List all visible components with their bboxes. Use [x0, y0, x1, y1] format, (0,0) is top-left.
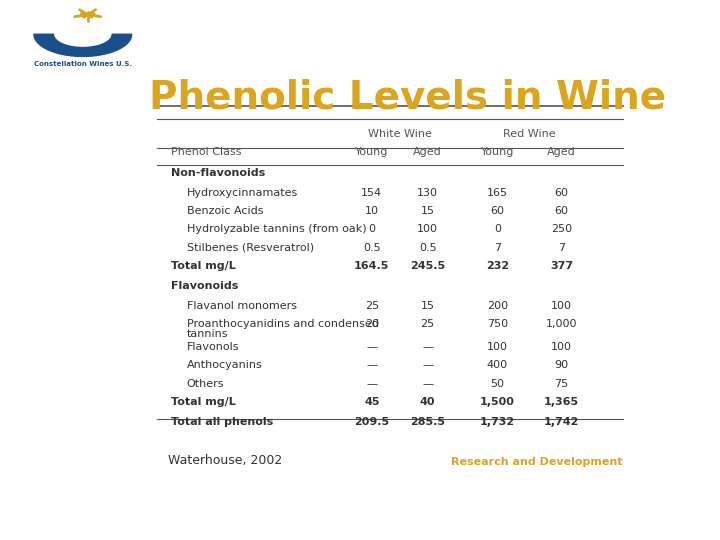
Text: 250: 250 — [551, 225, 572, 234]
Text: Stilbenes (Resveratrol): Stilbenes (Resveratrol) — [186, 243, 314, 253]
Text: Flavonols: Flavonols — [186, 342, 239, 352]
Text: Young: Young — [355, 147, 389, 157]
Text: 90: 90 — [554, 360, 569, 370]
Text: —: — — [366, 360, 377, 370]
Text: 377: 377 — [550, 261, 573, 271]
Text: Total mg/L: Total mg/L — [171, 261, 235, 271]
Text: 0: 0 — [369, 225, 375, 234]
Text: 100: 100 — [551, 342, 572, 352]
Text: 245.5: 245.5 — [410, 261, 445, 271]
Text: 100: 100 — [417, 225, 438, 234]
Text: 60: 60 — [490, 206, 504, 216]
Text: 0.5: 0.5 — [363, 243, 381, 253]
Text: 200: 200 — [487, 301, 508, 311]
Text: Anthocyanins: Anthocyanins — [186, 360, 262, 370]
Text: Phenol Class: Phenol Class — [171, 147, 241, 157]
Text: —: — — [422, 360, 433, 370]
Text: 10: 10 — [365, 206, 379, 216]
Text: —: — — [422, 342, 433, 352]
Polygon shape — [34, 34, 132, 56]
Text: 60: 60 — [554, 206, 569, 216]
Text: 400: 400 — [487, 360, 508, 370]
Text: 7: 7 — [494, 243, 501, 253]
Text: Phenolic Levels in Wine: Phenolic Levels in Wine — [150, 78, 667, 116]
Text: 1,365: 1,365 — [544, 397, 579, 407]
Text: 100: 100 — [551, 301, 572, 311]
Text: Waterhouse, 2002: Waterhouse, 2002 — [168, 454, 282, 467]
Text: Aged: Aged — [413, 147, 442, 157]
Text: 209.5: 209.5 — [354, 417, 390, 427]
Text: Total all phenols: Total all phenols — [171, 417, 273, 427]
Text: 232: 232 — [486, 261, 509, 271]
Text: 100: 100 — [487, 342, 508, 352]
Text: —: — — [366, 342, 377, 352]
Text: —: — — [422, 379, 433, 389]
Text: 1,500: 1,500 — [480, 397, 515, 407]
Text: Constellation Wines U.S.: Constellation Wines U.S. — [34, 62, 132, 68]
Text: 20: 20 — [365, 319, 379, 329]
Text: White Wine: White Wine — [368, 129, 431, 139]
Text: 45: 45 — [364, 397, 379, 407]
Text: 15: 15 — [420, 301, 435, 311]
Text: Benzoic Acids: Benzoic Acids — [186, 206, 263, 216]
Text: Non-flavonoids: Non-flavonoids — [171, 168, 265, 178]
Text: Hydroxycinnamates: Hydroxycinnamates — [186, 188, 298, 198]
Text: 7: 7 — [558, 243, 565, 253]
Text: Young: Young — [481, 147, 514, 157]
Text: 0: 0 — [494, 225, 501, 234]
Text: 1,732: 1,732 — [480, 417, 515, 427]
Text: 164.5: 164.5 — [354, 261, 390, 271]
Text: 60: 60 — [554, 188, 569, 198]
Text: Red Wine: Red Wine — [503, 129, 556, 139]
Text: 1,000: 1,000 — [546, 319, 577, 329]
Text: 25: 25 — [420, 319, 435, 329]
Text: 75: 75 — [554, 379, 569, 389]
Text: Hydrolyzable tannins (from oak): Hydrolyzable tannins (from oak) — [186, 225, 366, 234]
Text: tannins: tannins — [186, 329, 228, 339]
Text: Flavanol monomers: Flavanol monomers — [186, 301, 297, 311]
Text: Aged: Aged — [547, 147, 576, 157]
Text: —: — — [366, 379, 377, 389]
Text: 25: 25 — [365, 301, 379, 311]
Text: 1,742: 1,742 — [544, 417, 579, 427]
Text: Proanthocyanidins and condensed: Proanthocyanidins and condensed — [186, 319, 379, 329]
Text: Flavonoids: Flavonoids — [171, 281, 238, 291]
Text: Others: Others — [186, 379, 224, 389]
Text: 40: 40 — [420, 397, 436, 407]
Text: 50: 50 — [490, 379, 504, 389]
Text: 165: 165 — [487, 188, 508, 198]
Text: 0.5: 0.5 — [419, 243, 436, 253]
Text: 285.5: 285.5 — [410, 417, 445, 427]
Text: 154: 154 — [361, 188, 382, 198]
Text: 130: 130 — [417, 188, 438, 198]
Text: Total mg/L: Total mg/L — [171, 397, 235, 407]
Text: 750: 750 — [487, 319, 508, 329]
Text: 15: 15 — [420, 206, 435, 216]
Text: Research and Development: Research and Development — [451, 457, 623, 467]
